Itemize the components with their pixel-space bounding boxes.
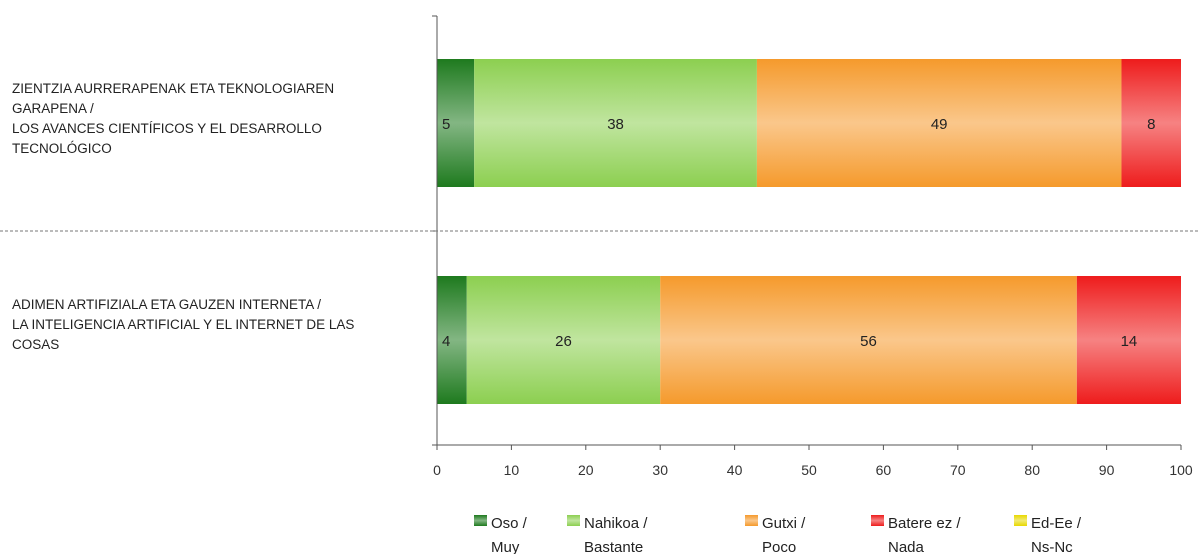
legend-item: Oso / Muy bbox=[474, 515, 528, 554]
bar-value-label: 5 bbox=[442, 116, 450, 133]
legend-label: Poco bbox=[762, 539, 796, 554]
legend-label: Gutxi / bbox=[762, 515, 806, 532]
legend-swatch bbox=[567, 515, 580, 526]
legend-label: Batere ez / bbox=[888, 515, 961, 532]
legend-swatch bbox=[1014, 515, 1027, 526]
bar-value-label: 49 bbox=[931, 116, 948, 133]
x-tick-label: 80 bbox=[1024, 462, 1040, 478]
legend-label: Nahikoa / bbox=[584, 515, 648, 532]
x-tick-label: 60 bbox=[876, 462, 892, 478]
bar-value-label: 4 bbox=[442, 333, 450, 350]
x-tick-label: 70 bbox=[950, 462, 966, 478]
legend-item: Nahikoa / Bastante bbox=[567, 515, 648, 554]
legend-label: Ed-Ee / bbox=[1031, 515, 1082, 532]
bar-value-label: 38 bbox=[607, 116, 624, 133]
x-tick-label: 20 bbox=[578, 462, 594, 478]
bar-segment bbox=[474, 59, 757, 187]
category-label-2: ADIMEN ARTIFIZIALA ETA GAUZEN INTERNETA … bbox=[12, 295, 412, 355]
category-label-line: GARAPENA / bbox=[12, 101, 94, 116]
bar-segment bbox=[437, 276, 467, 404]
legend-label: Bastante bbox=[584, 539, 643, 554]
x-tick-label: 40 bbox=[727, 462, 743, 478]
x-tick-label: 100 bbox=[1169, 462, 1193, 478]
legend-label: Nada bbox=[888, 539, 925, 554]
bar-value-label: 26 bbox=[555, 333, 572, 350]
bar-value-label: 56 bbox=[860, 333, 877, 350]
x-tick-label: 30 bbox=[652, 462, 668, 478]
legend-swatch bbox=[474, 515, 487, 526]
legend-item: Gutxi / Poco bbox=[745, 515, 806, 554]
category-label-line: COSAS bbox=[12, 337, 60, 352]
bar-segment bbox=[466, 276, 661, 404]
category-label-line: LA INTELIGENCIA ARTIFICIAL Y EL INTERNET… bbox=[12, 317, 355, 332]
x-tick-label: 90 bbox=[1099, 462, 1115, 478]
x-tick-label: 0 bbox=[433, 462, 441, 478]
bar-segment bbox=[437, 59, 475, 187]
bar-value-label: 8 bbox=[1147, 116, 1155, 133]
bar-segment bbox=[660, 276, 1077, 404]
x-tick-label: 50 bbox=[801, 462, 817, 478]
category-label-line: ADIMEN ARTIFIZIALA ETA GAUZEN INTERNETA … bbox=[12, 297, 322, 312]
category-label-line: TECNOLÓGICO bbox=[12, 141, 112, 156]
category-label-1: ZIENTZIA AURRERAPENAK ETA TEKNOLOGIAREN G… bbox=[12, 79, 412, 159]
legend-label: Oso / bbox=[491, 515, 528, 532]
legend-swatch bbox=[745, 515, 758, 526]
legend-item: Batere ez / Nada bbox=[871, 515, 961, 554]
category-label-line: LOS AVANCES CIENTÍFICOS Y EL DESARROLLO bbox=[12, 121, 322, 136]
legend-label: Ns-Nc bbox=[1031, 539, 1073, 554]
bar-value-label: 14 bbox=[1121, 333, 1138, 350]
bar-segment bbox=[1121, 59, 1181, 187]
legend-swatch bbox=[871, 515, 884, 526]
legend-item: Ed-Ee / Ns-Nc bbox=[1014, 515, 1082, 554]
bar-segment bbox=[756, 59, 1122, 187]
bar-segment bbox=[1076, 276, 1181, 404]
x-tick-label: 10 bbox=[504, 462, 520, 478]
legend-label: Muy bbox=[491, 539, 520, 554]
category-label-line: ZIENTZIA AURRERAPENAK ETA TEKNOLOGIAREN bbox=[12, 81, 335, 96]
